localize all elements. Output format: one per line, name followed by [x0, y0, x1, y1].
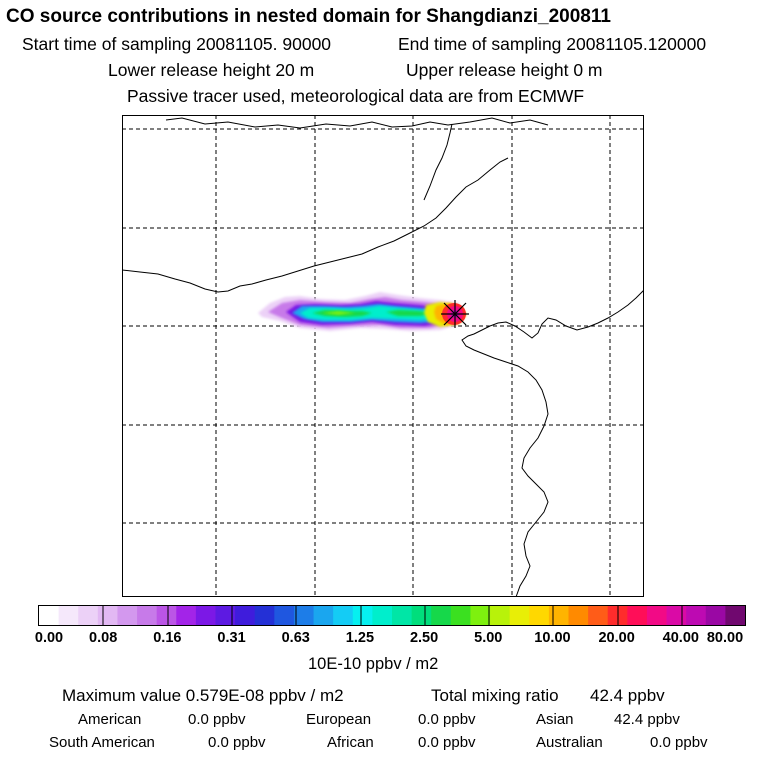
lower-release-height: Lower release height 20 m — [108, 60, 315, 80]
colorbar-swatch — [529, 606, 550, 625]
colorbar-tick-label: 10.00 — [534, 630, 571, 646]
receptor-marker — [441, 300, 469, 328]
coastlines — [122, 117, 644, 597]
colorbar-swatch — [568, 606, 589, 625]
colorbar-swatch — [352, 606, 373, 625]
grid-lines — [122, 115, 644, 597]
colorbar-tick-label: 0.16 — [153, 630, 182, 646]
plot-frame — [122, 115, 644, 597]
colorbar-swatch — [39, 606, 60, 625]
colorbar-tick-label: 0.00 — [34, 630, 64, 646]
plume-contour — [322, 311, 355, 315]
colorbar-swatch — [215, 606, 236, 625]
colorbar-swatch — [588, 606, 609, 625]
region-value: 0.0 ppbv — [650, 734, 708, 751]
colorbar-swatch — [235, 606, 256, 625]
colorbar-swatch — [333, 606, 354, 625]
colorbar-swatch — [254, 606, 275, 625]
colorbar-swatch — [490, 606, 511, 625]
colorbar-dividers — [102, 605, 683, 626]
colorbar-tick-label: 40.00 — [662, 630, 699, 646]
tracer-note: Passive tracer used, meteorological data… — [127, 86, 585, 106]
region-name: European — [306, 711, 372, 728]
colorbar-swatch — [431, 606, 452, 625]
region-value: 0.0 ppbv — [188, 711, 246, 728]
region-value: 0.0 ppbv — [208, 734, 266, 751]
region-name: African — [327, 734, 374, 751]
region-value: 0.0 ppbv — [418, 711, 476, 728]
colorbar-swatch — [705, 606, 726, 625]
colorbar-swatch — [313, 606, 334, 625]
colorbar-swatch — [274, 606, 295, 625]
colorbar-swatch — [725, 606, 746, 625]
region-name: Asian — [536, 711, 574, 728]
colorbar-swatch — [450, 606, 472, 625]
colorbar-swatch — [156, 606, 177, 625]
colorbar-tick-label: 0.08 — [89, 630, 118, 646]
colorbar-swatch — [117, 606, 138, 625]
colorbar-tick-label: 20.00 — [598, 630, 635, 646]
colorbar-tick-label: 0.31 — [217, 630, 246, 646]
colorbar — [39, 606, 746, 625]
colorbar-swatch — [293, 606, 315, 625]
colorbar-swatch — [686, 606, 707, 625]
colorbar-tick-label: 1.25 — [345, 630, 375, 646]
colorbar-swatch — [78, 606, 99, 625]
total-mixing-ratio-value: 42.4 ppbv — [590, 686, 665, 705]
colorbar-swatch — [548, 606, 570, 625]
colorbar-swatch — [195, 606, 217, 625]
colorbar-unit-label: 10E-10 ppbv / m2 — [308, 655, 439, 673]
upper-release-height: Upper release height 0 m — [406, 60, 603, 80]
colorbar-swatch — [509, 606, 530, 625]
colorbar-swatch — [372, 606, 393, 625]
colorbar-tick-label: 0.63 — [281, 630, 310, 646]
colorbar-swatch — [646, 606, 668, 625]
colorbar-swatch — [97, 606, 119, 625]
co-plume — [258, 292, 466, 331]
colorbar-swatch — [627, 606, 648, 625]
colorbar-swatch — [137, 606, 158, 625]
colorbar-swatch — [470, 606, 491, 625]
colorbar-swatch — [411, 606, 432, 625]
region-name: Australian — [536, 734, 603, 751]
region-value: 0.0 ppbv — [418, 734, 476, 751]
colorbar-swatch — [392, 606, 413, 625]
colorbar-tick-label: 2.50 — [409, 630, 439, 646]
plot-area — [122, 115, 644, 597]
colorbar-tick-label: 80.00 — [706, 630, 744, 646]
plume-contour — [386, 310, 432, 316]
colorbar-frame — [38, 605, 746, 626]
colorbar-swatch — [666, 606, 687, 625]
total-mixing-ratio-label: Total mixing ratio — [431, 686, 559, 705]
region-name: American — [78, 711, 142, 728]
chart-title: CO source contributions in nested domain… — [6, 6, 611, 27]
region-name: South American — [49, 734, 155, 751]
colorbar-swatch — [58, 606, 79, 625]
colorbar-tick-label: 5.00 — [474, 630, 503, 646]
end-time: End time of sampling 20081105.120000 — [398, 34, 707, 54]
region-value: 42.4 ppbv — [614, 711, 680, 728]
colorbar-swatch — [176, 606, 197, 625]
start-time: Start time of sampling 20081105. 90000 — [22, 34, 332, 54]
maximum-value: Maximum value 0.579E-08 ppbv / m2 — [62, 686, 344, 705]
